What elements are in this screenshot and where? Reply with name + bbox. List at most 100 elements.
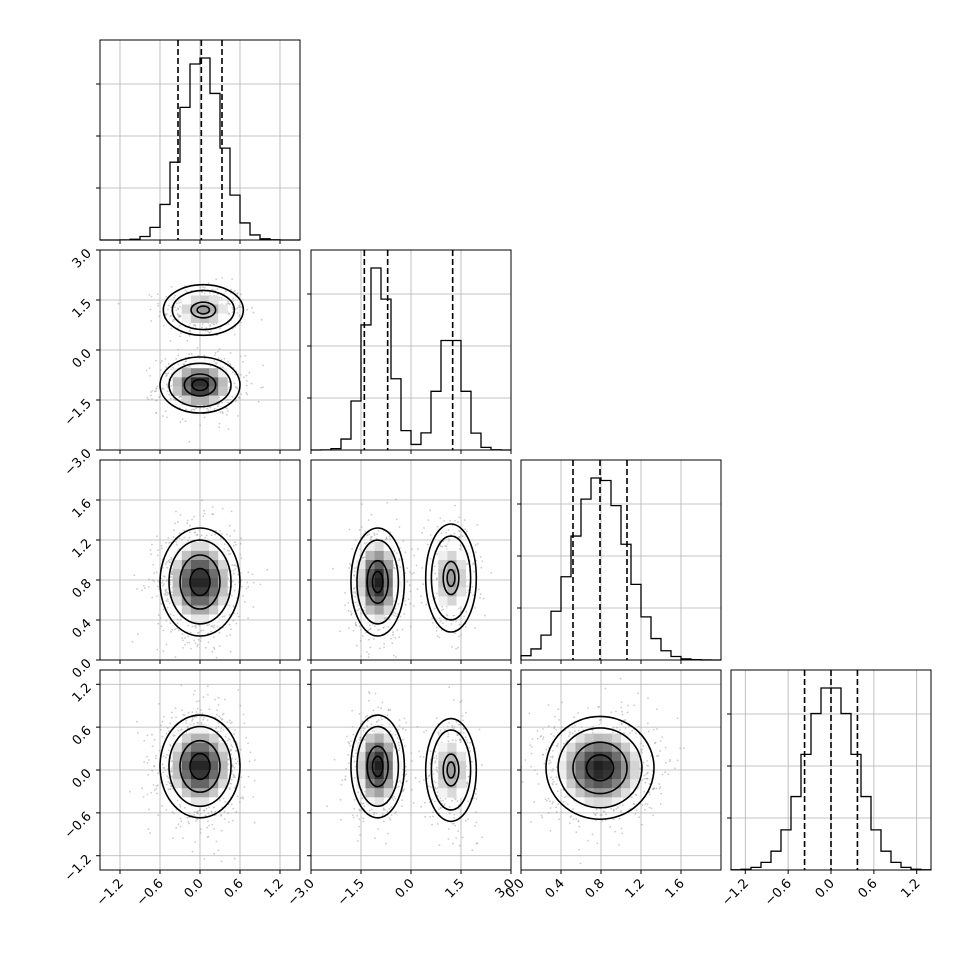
sample-point (170, 785, 172, 787)
density-cell (365, 560, 375, 570)
sample-point (170, 385, 173, 387)
sample-point (224, 735, 227, 738)
sample-point (439, 620, 442, 622)
sample-point (218, 296, 221, 299)
sample-point (368, 809, 371, 812)
sample-point (153, 738, 156, 741)
density-cell (218, 596, 228, 606)
sample-point (359, 736, 362, 739)
sample-point (206, 826, 209, 829)
sample-point (170, 306, 172, 309)
sample-point (214, 354, 216, 357)
sample-point (230, 288, 233, 291)
sample-point (151, 733, 153, 736)
sample-point (360, 612, 362, 615)
sample-point (235, 622, 238, 625)
sample-point (152, 784, 155, 786)
sample-point (432, 815, 434, 818)
sample-point (442, 799, 444, 802)
sample-point (333, 758, 336, 761)
sample-point (206, 685, 209, 688)
sample-point (351, 726, 354, 728)
sample-point (471, 849, 474, 851)
sample-point (179, 817, 182, 820)
sample-point (405, 780, 408, 782)
sample-point (432, 622, 434, 624)
sample-point (226, 533, 229, 536)
density-cell (218, 742, 228, 753)
density-cell (383, 770, 394, 780)
sample-point (117, 302, 120, 305)
sample-point (166, 754, 168, 756)
sample-point (150, 320, 153, 322)
sample-point (230, 510, 233, 513)
sample-point (386, 810, 389, 813)
sample-point (176, 799, 179, 802)
sample-point (229, 364, 232, 366)
sample-point (233, 733, 236, 736)
density-cell (383, 751, 394, 762)
sample-point (403, 717, 406, 720)
sample-point (207, 820, 209, 822)
sample-point (370, 536, 372, 538)
sample-point (555, 806, 558, 809)
sample-point (187, 635, 190, 638)
sample-point (405, 770, 407, 772)
sample-point (238, 306, 240, 309)
density-cell (447, 779, 457, 789)
sample-point (166, 598, 169, 601)
sample-point (465, 711, 467, 714)
sample-point (207, 282, 210, 285)
density-cell (447, 550, 457, 561)
sample-point (424, 801, 426, 804)
sample-point (170, 368, 173, 371)
sample-point (175, 543, 178, 546)
sample-point (389, 818, 392, 821)
sample-point (253, 821, 256, 824)
density-cell (365, 770, 375, 780)
sample-point (240, 393, 243, 395)
sample-point (131, 640, 134, 643)
sample-point (388, 618, 391, 621)
sample-point (378, 628, 381, 631)
sample-point (146, 762, 149, 764)
sample-point (233, 787, 236, 789)
density-cell (172, 779, 183, 789)
sample-point (399, 615, 402, 618)
sample-point (187, 711, 190, 714)
sample-point (186, 816, 189, 819)
sample-point (524, 759, 527, 761)
sample-point (242, 797, 245, 800)
sample-point (240, 537, 243, 540)
density-cell (190, 751, 201, 762)
sample-point (434, 761, 437, 764)
density-cell (190, 304, 201, 314)
sample-point (233, 589, 236, 592)
sample-point (357, 791, 359, 794)
sample-point (244, 354, 247, 357)
sample-point (348, 528, 351, 531)
sample-point (246, 393, 249, 396)
sample-point (476, 842, 479, 845)
sample-point (383, 643, 385, 645)
sample-point (397, 785, 400, 788)
sample-point (248, 371, 251, 374)
sample-point (182, 837, 184, 840)
sample-point (233, 766, 236, 769)
sample-point (172, 734, 175, 737)
sample-point (232, 605, 235, 607)
panel-content (100, 250, 300, 450)
sample-point (192, 723, 195, 725)
sample-point (188, 531, 191, 534)
sample-point (237, 689, 240, 691)
sample-point (202, 696, 205, 698)
sample-point (169, 613, 172, 616)
sample-point (404, 551, 407, 554)
sample-point (423, 527, 425, 529)
sample-point (181, 637, 184, 640)
sample-point (235, 749, 238, 752)
sample-point (176, 521, 179, 523)
sample-point (432, 773, 435, 775)
sample-point (229, 738, 231, 741)
sample-point (167, 788, 170, 791)
